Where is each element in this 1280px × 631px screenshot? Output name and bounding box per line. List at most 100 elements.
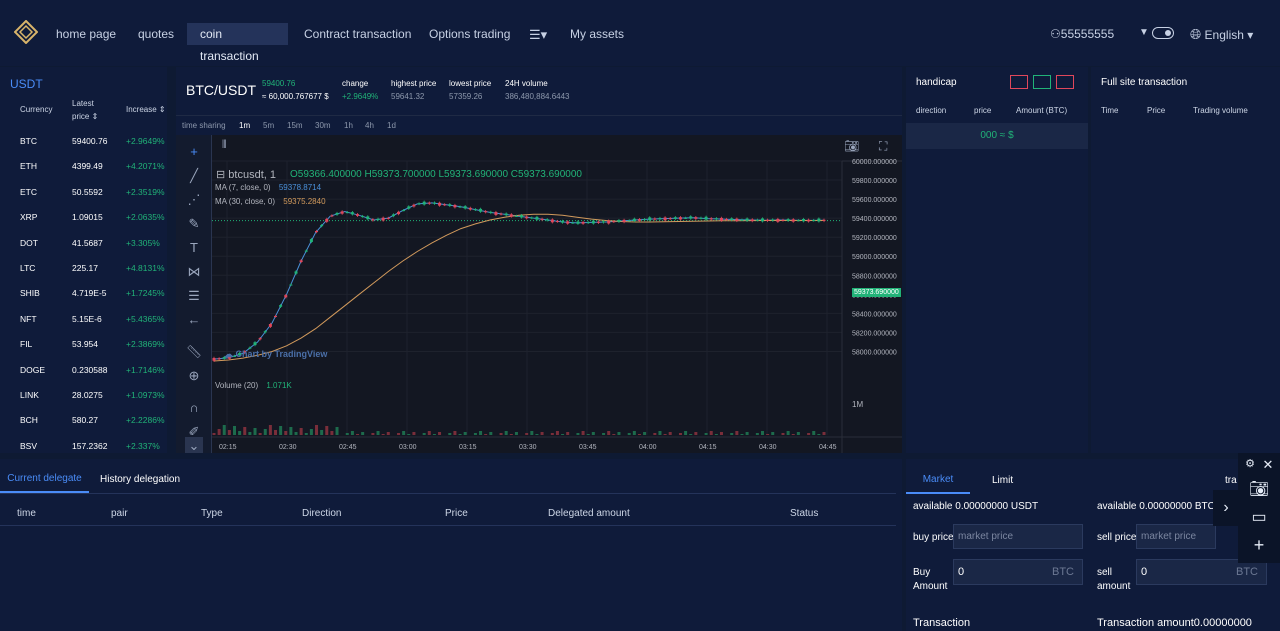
market-row[interactable]: LTC 225.17 +4.8131% [0,255,167,280]
low-label: lowest price [449,79,492,88]
nav-coin-transaction[interactable]: coin transaction [187,23,288,63]
tf-1m[interactable]: 1m [239,121,251,130]
view-both-icon[interactable] [1010,75,1028,89]
volume-bar [407,434,411,435]
nav-quotes[interactable]: quotes [138,27,175,41]
market-row[interactable]: XRP 1.09015 +2.0635% [0,204,167,229]
candle-body [294,271,298,274]
volume-bar [807,433,811,435]
camera-icon[interactable]: 📷︎ [844,139,860,153]
tf-4h[interactable]: 4h [365,121,374,130]
trendline-icon[interactable]: ╱ [190,168,198,183]
close-icon[interactable]: ✕ [1262,457,1274,472]
volume-bar [678,433,682,435]
candle-type-icon[interactable]: ⫴ [222,139,227,151]
market-row[interactable]: FIL 53.954 +2.3869% [0,331,167,356]
fib-icon[interactable]: ⋰ [187,192,201,207]
volume-bar [227,430,231,435]
candle-body [427,202,431,204]
back-arrow-icon[interactable]: ← [187,312,201,327]
market-row[interactable]: BTC 59400.76 +2.9649% [0,128,167,153]
market-row[interactable]: SHIB 4.719E-5 +1.7245% [0,280,167,305]
market-row[interactable]: BCH 580.27 +2.2286% [0,407,167,432]
lock-draw-icon[interactable]: ✐ [188,424,200,439]
tf-30m[interactable]: 30m [315,121,331,130]
nav-my-assets[interactable]: My assets [570,27,625,41]
view-buy-icon[interactable] [1033,75,1051,89]
menu-list-icon[interactable]: ☰▾ [529,27,548,42]
orders-col-pair: pair [111,508,128,519]
tf-1h[interactable]: 1h [344,121,353,130]
candle-body [473,209,477,211]
market-row[interactable]: DOGE 0.230588 +1.7146% [0,357,167,382]
candle-body [791,219,795,222]
candle-body [325,218,329,222]
tab-limit[interactable]: Limit [992,475,1014,486]
market-row[interactable]: ETH 4399.49 +4.2071% [0,153,167,178]
theme-toggle[interactable] [1152,27,1174,39]
sell-amount-input[interactable]: 0 BTC [1136,559,1267,585]
ruler-icon[interactable]: 📏︎ [185,344,203,359]
nav-options-trading[interactable]: Options trading [429,27,511,41]
caret-down-icon[interactable]: ▼ [1139,27,1149,38]
prediction-icon[interactable]: ☰ [188,288,200,303]
market-row[interactable]: LINK 28.0275 +1.0973% [0,382,167,407]
volume-bar [289,427,293,435]
magnet-icon[interactable]: ∩ [189,400,199,415]
col-latest-price[interactable]: Latest price ⇕ [72,99,99,121]
tab-market[interactable]: Market [906,459,970,494]
volume-bar [463,432,467,435]
tf-1d[interactable]: 1d [387,121,396,130]
volume-bar [632,431,636,435]
view-sell-icon[interactable] [1056,75,1074,89]
volume-bar [709,431,713,435]
tf-time-sharing[interactable]: time sharing [182,121,226,130]
tab-truncated[interactable]: tra [1225,475,1237,486]
nav-contract-transaction[interactable]: Contract transaction [304,27,412,41]
sell-price-input[interactable]: market price [1136,524,1216,549]
zoom-icon[interactable]: ⊕ [188,368,200,383]
text-icon[interactable]: T [190,240,198,255]
chevron-down-icon[interactable]: ⌄ [185,437,203,453]
candle-body [371,219,375,221]
candle-body [632,218,636,222]
fullscreen-icon[interactable]: ⛶ [879,139,888,153]
plus-icon[interactable]: + [1253,535,1265,555]
video-icon[interactable]: ▭ [1251,509,1267,526]
volume-bar [284,431,288,435]
volume-label: 24H volume [505,79,548,88]
market-change: +1.7245% [126,288,165,299]
user-account[interactable]: ⚇55555555 [1050,27,1114,41]
market-row[interactable]: ETC 50.5592 +2.3519% [0,179,167,204]
orderbook-col-price: price [974,106,992,115]
candle-body [212,357,216,361]
volume-bar [566,432,570,435]
market-row[interactable]: DOT 41.5687 +3.305% [0,230,167,255]
tab-usdt[interactable]: USDT [10,77,43,91]
screenshot-icon[interactable]: 📷︎ [1248,481,1270,498]
market-row[interactable]: NFT 5.15E-6 +5.4365% [0,306,167,331]
pattern-icon[interactable]: ⋈ [187,264,201,279]
market-symbol: LTC [20,263,36,273]
price-chart[interactable]: 60000.000000 59800.000000 59600.000000 5940… [212,135,902,453]
crosshair-icon[interactable]: + [190,144,198,159]
col-increase[interactable]: Increase ⇕ [126,105,166,114]
tab-current-delegate[interactable]: Current delegate [0,459,89,493]
logo-icon[interactable] [14,20,38,44]
volume-legend: Volume (20) 1.071K [215,381,292,390]
tab-history-delegation[interactable]: History delegation [100,474,181,485]
buy-amount-input[interactable]: 0 BTC [953,559,1083,585]
language-select[interactable]: 🌐︎ English ▾ [1190,26,1254,42]
candle-body [402,210,406,212]
candle-body [289,284,293,286]
tf-15m[interactable]: 15m [287,121,303,130]
settings-icon[interactable]: ⚙ [1245,458,1255,470]
market-row[interactable]: BSV 157.2362 +2.337% [0,433,167,458]
market-price: 50.5592 [72,186,103,197]
buy-price-input[interactable]: market price [953,524,1083,549]
nav-home[interactable]: home page [56,27,117,41]
chevron-right-icon[interactable]: › [1213,490,1239,526]
tf-5m[interactable]: 5m [263,121,275,130]
market-price: 0.230588 [72,364,108,375]
brush-icon[interactable]: ✎ [188,216,200,231]
